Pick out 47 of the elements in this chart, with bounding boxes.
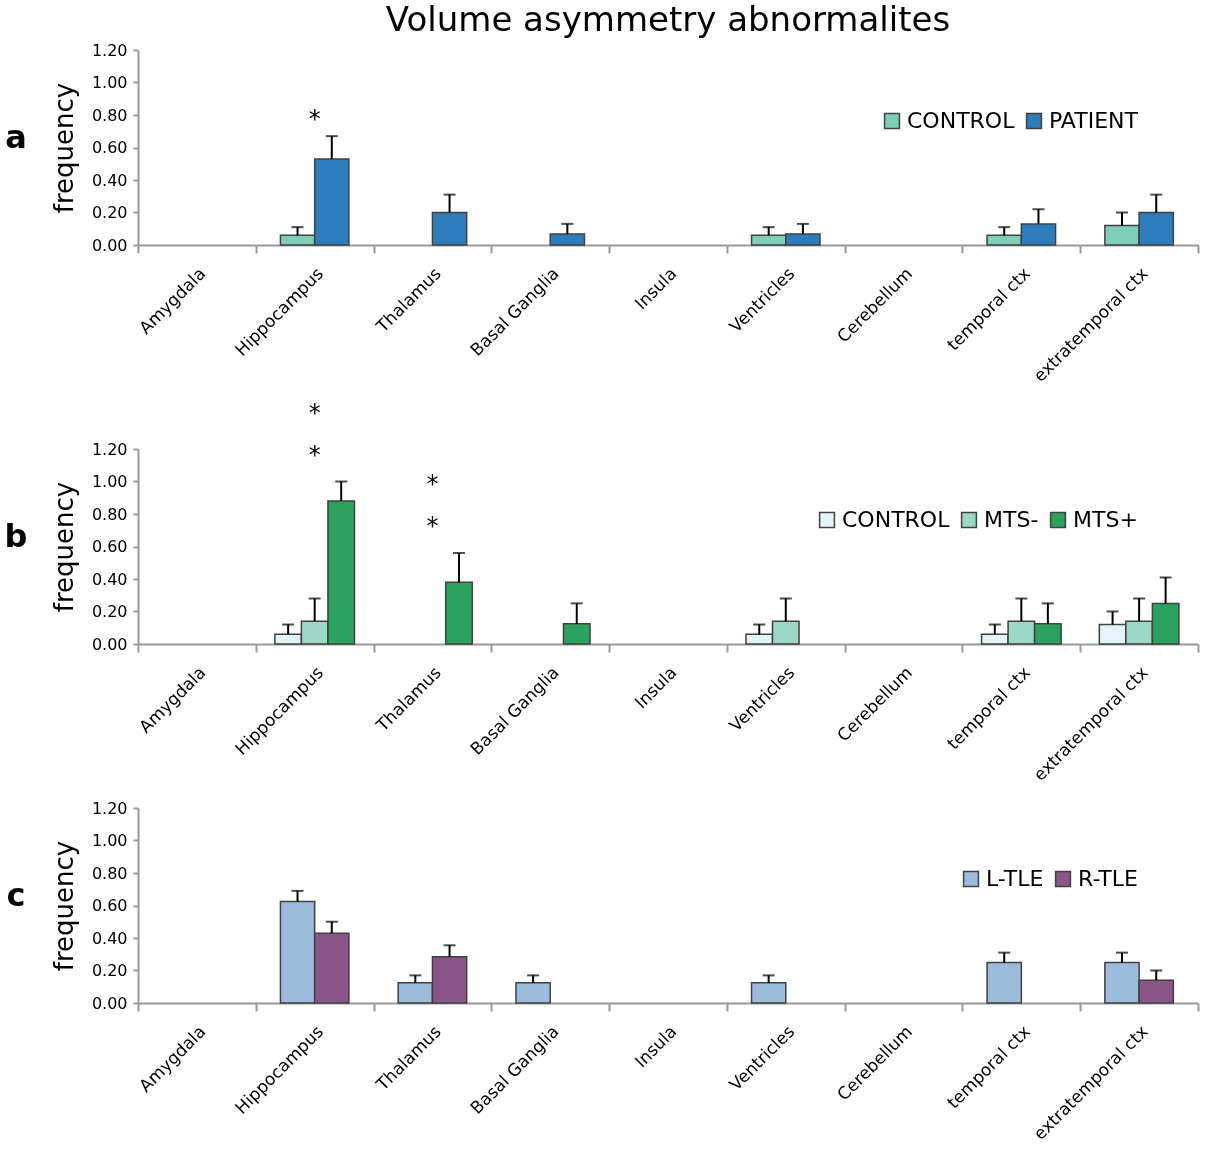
y-tick-label: 0.40 [91, 170, 128, 190]
bar [750, 981, 787, 1004]
y-tick-label: 0.80 [91, 504, 128, 524]
chart-title: Volume asymmetry abnormalites [385, 0, 951, 39]
y-axis-title: frequency [48, 840, 79, 972]
y-tick-label: 1.20 [91, 40, 128, 60]
annotation: * [308, 440, 321, 469]
bar [562, 622, 591, 645]
y-tick-label: 1.20 [91, 798, 128, 818]
legend-label: CONTROL [907, 108, 1016, 133]
y-tick-label: 0.00 [91, 634, 128, 654]
y-tick-label: 0.60 [91, 537, 128, 556]
legend-label: MTS- [984, 507, 1039, 532]
legend-label: MTS+ [1073, 507, 1138, 532]
y-tick-label: 0.80 [91, 863, 128, 883]
annotation: * [426, 470, 439, 498]
legend-label: PATIENT [1049, 108, 1139, 133]
y-axis-title: frequency [48, 82, 79, 214]
text: * [308, 398, 321, 427]
y-tick-label: 1.00 [91, 472, 128, 491]
bar [431, 211, 468, 246]
y-tick-label: 0.80 [91, 105, 128, 125]
legend-label: R-TLE [1078, 866, 1138, 891]
y-tick-label: 1.00 [91, 831, 128, 850]
legend-label: L-TLE [986, 866, 1044, 891]
y-tick-label: 0.20 [91, 602, 128, 621]
text: a [5, 117, 27, 156]
y-tick-label: 0.60 [91, 138, 128, 157]
annotation: * [308, 105, 321, 134]
y-tick-label: 0.00 [91, 235, 128, 255]
legend-label: CONTROL [842, 507, 951, 532]
y-tick-label: 0.20 [91, 961, 128, 980]
y-tick-label: 0.40 [91, 928, 128, 948]
text: b [4, 516, 28, 555]
y-tick-label: 1.00 [91, 73, 128, 92]
y-axis-title: frequency [48, 481, 79, 613]
y-tick-label: 0.40 [91, 569, 128, 589]
annotation: * [426, 512, 439, 540]
bar [444, 581, 473, 645]
bar [986, 961, 1023, 1004]
y-tick-label: 1.20 [91, 439, 128, 459]
bar [515, 981, 551, 1004]
text: c [6, 875, 26, 914]
y-tick-label: 0.20 [91, 203, 128, 222]
y-tick-label: 0.60 [91, 896, 128, 915]
bar [549, 233, 586, 246]
y-tick-label: 0.00 [91, 993, 128, 1013]
